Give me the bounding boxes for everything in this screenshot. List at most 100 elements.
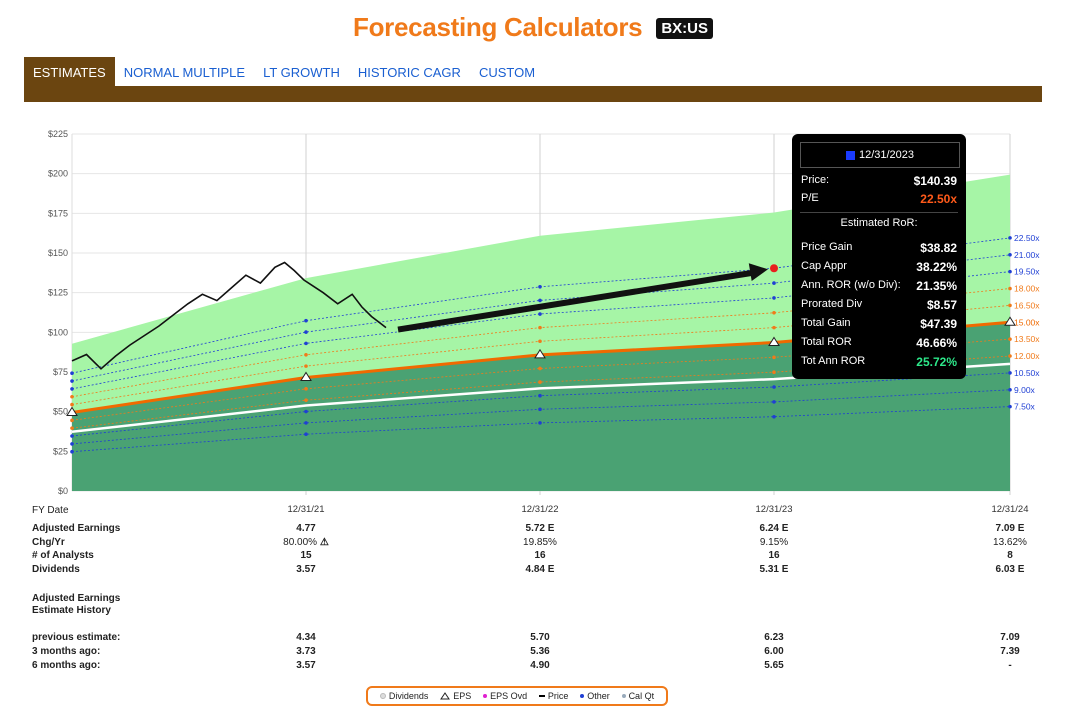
table-cell: 3.57: [296, 660, 316, 671]
pe-dot: [304, 341, 308, 346]
pe-label: 15.00x: [1014, 317, 1040, 327]
pe-label: 13.50x: [1014, 334, 1040, 344]
tooltip-ror-label: Prorated Div: [801, 298, 863, 310]
tab-custom[interactable]: CUSTOM: [478, 65, 536, 80]
legend-dividends[interactable]: Dividends: [379, 691, 429, 701]
row-label: 6 months ago:: [32, 660, 101, 671]
pe-dot: [1008, 236, 1012, 240]
table-row: Chg/Yr 80.00% ⚠ 19.85% 9.15% 13.62%: [32, 537, 1042, 550]
tooltip-ror-label: Tot Ann ROR: [801, 355, 866, 367]
ticker-badge: BX:US: [656, 18, 713, 39]
table-cell: 5.65: [764, 660, 784, 671]
table-cell: 6.03 E: [995, 563, 1025, 575]
tooltip-date: 12/31/2023: [800, 142, 960, 168]
tooltip-ror-label: Cap Appr: [801, 260, 847, 272]
pe-dot: [70, 426, 74, 430]
pe-dot: [304, 398, 308, 402]
table-cell: 4.34: [296, 632, 316, 643]
legend-eps-ovd[interactable]: EPS Ovd: [483, 691, 527, 701]
x-tick-label: 12/31/22: [522, 504, 559, 515]
table-cell: 4.90: [530, 660, 550, 671]
pe-dot: [304, 364, 308, 368]
row-label: # of Analysts: [32, 550, 94, 561]
pe-dot: [1008, 303, 1012, 308]
pe-dot: [1008, 252, 1012, 257]
y-tick-label: $150: [48, 248, 68, 258]
pe-dot: [304, 409, 308, 414]
table-cell: 13.62%: [993, 536, 1027, 548]
warning-icon[interactable]: ⚠: [317, 536, 329, 548]
table-row: previous estimate: 4.34 5.70 6.23 7.09: [32, 632, 1042, 645]
pe-dot: [1008, 387, 1012, 392]
pe-label: 19.50x: [1014, 267, 1040, 277]
table-cell: 6.00: [764, 646, 784, 657]
row-label: Chg/Yr: [32, 536, 65, 548]
tooltip-ror-value: $38.82: [920, 241, 957, 255]
pe-dot: [772, 296, 776, 300]
x-tick-label: 12/31/24: [992, 504, 1029, 515]
legend-label: Dividends: [388, 691, 429, 701]
legend-label: EPS Ovd: [490, 691, 528, 701]
pe-dot: [70, 418, 74, 423]
pe-dot: [1008, 337, 1012, 341]
y-tick-label: $100: [48, 327, 68, 337]
pe-dot: [772, 400, 776, 404]
tooltip-ror-value: $8.57: [926, 298, 957, 312]
pe-dot: [70, 442, 74, 446]
tooltip-ror-row: Cap Appr 38.22%: [801, 260, 957, 276]
pe-label: 22.50x: [1014, 233, 1040, 243]
pe-label: 9.00x: [1014, 385, 1036, 395]
legend-eps[interactable]: EPS: [440, 691, 471, 701]
tab-historic-cagr[interactable]: HISTORIC CAGR: [357, 65, 461, 80]
forecast-arrow-head: [748, 263, 768, 282]
table-row: Estimate History: [32, 605, 1042, 618]
legend-other[interactable]: Other: [580, 691, 610, 701]
tooltip-ror-row: Price Gain $38.82: [801, 241, 957, 257]
fy-date-label: FY Date: [32, 505, 69, 516]
tab-normal-multiple[interactable]: NORMAL MULTIPLE: [123, 65, 246, 80]
tooltip-ror-label: Price Gain: [801, 241, 853, 253]
tab-estimates[interactable]: ESTIMATES: [24, 57, 115, 86]
pe-dot: [70, 379, 74, 383]
table-cell: 15: [300, 550, 312, 561]
pe-dot: [772, 281, 776, 285]
pe-dot: [70, 449, 74, 454]
x-tick-label: 12/31/23: [756, 504, 793, 515]
pe-dot: [1008, 371, 1012, 375]
table-cell: 19.85%: [523, 536, 557, 548]
tooltip-price-label: Price:: [801, 174, 830, 186]
x-tick-label: 12/31/21: [288, 504, 325, 515]
y-tick-label: $200: [48, 169, 68, 179]
row-label: Adjusted Earnings: [32, 523, 121, 534]
tab-lt-growth[interactable]: LT GROWTH: [263, 65, 340, 80]
pe-dot: [304, 330, 308, 334]
table-row: 3 months ago: 3.73 5.36 6.00 7.39: [32, 646, 1042, 659]
y-tick-label: $225: [48, 129, 68, 139]
y-tick-label: $50: [53, 407, 68, 417]
pe-dot: [772, 310, 776, 315]
y-tick-label: $75: [53, 367, 68, 377]
tooltip-ror-row: Ann. ROR (w/o Div): 21.35%: [801, 279, 957, 295]
pe-dot: [304, 387, 308, 391]
dot-icon: [379, 693, 386, 699]
pe-dot: [538, 298, 542, 303]
pe-dot: [304, 318, 308, 323]
legend-label: Other: [587, 691, 610, 701]
table-cell: 5.70: [530, 632, 550, 643]
tab-underline-bar: [24, 86, 1042, 102]
table-cell: 4.77: [296, 523, 316, 534]
pe-dot: [538, 312, 542, 316]
row-label: 3 months ago:: [32, 646, 101, 657]
legend-cal-qt[interactable]: Cal Qt: [621, 691, 654, 701]
table-cell: 9.15%: [759, 536, 789, 548]
pe-dot: [538, 380, 542, 384]
tooltip-ror-value: 46.66%: [916, 336, 957, 350]
pe-label: 21.00x: [1014, 250, 1040, 260]
row-label: Dividends: [32, 563, 80, 575]
pe-dot: [70, 434, 74, 438]
pe-dot: [304, 432, 308, 437]
legend-price[interactable]: Price: [538, 691, 568, 701]
normal-value-area: [72, 322, 1010, 491]
eps-triangle-marker: [66, 406, 78, 416]
table-cell: 80.00% ⚠: [283, 536, 329, 548]
